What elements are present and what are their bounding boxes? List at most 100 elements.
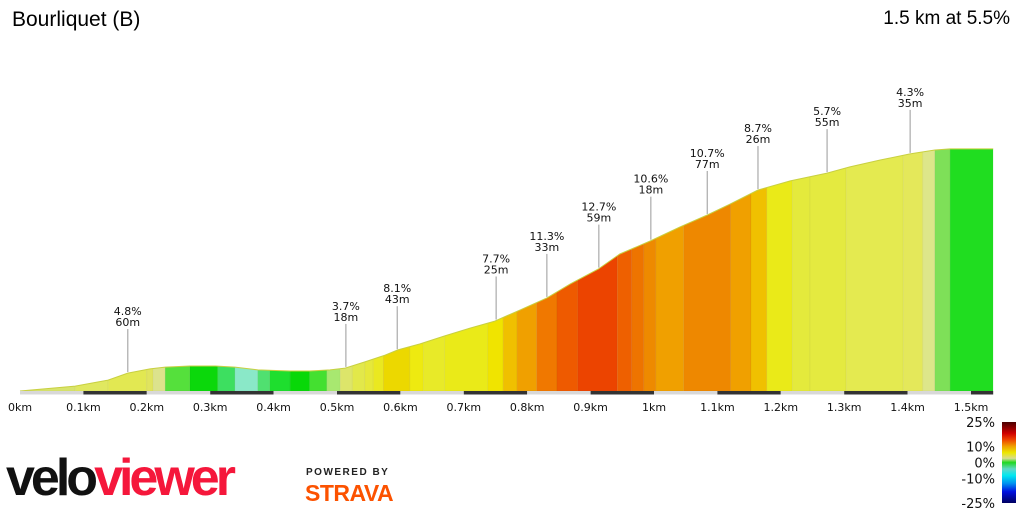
annotation-grade: 4.3% (896, 86, 924, 99)
annotation-grade: 11.3% (529, 230, 564, 243)
annotation-grade: 10.6% (633, 173, 668, 186)
gradient-segment (422, 148, 446, 391)
x-tick-label: 0.5km (320, 401, 355, 414)
distance-bar-segment (590, 391, 654, 395)
distance-bar-segment (210, 391, 274, 395)
x-axis-ticks: 0km 0.1km 0.2km 0.3km 0.4km 0.5km 0.6km 0.7km 0.… (8, 401, 988, 414)
annotation-grade: 10.7% (690, 147, 725, 160)
annotation-length: 59m (586, 212, 611, 225)
legend-label: 10% (966, 440, 995, 455)
gradient-segment (791, 148, 811, 391)
veloviewer-logo: veloviewer (6, 449, 236, 507)
annotation-grade: 8.1% (383, 282, 411, 295)
annotations: 4.8%60m3.7%18m8.1%43m7.7%25m11.3%33m12.7… (114, 86, 924, 373)
gradient-segment (902, 148, 924, 391)
x-tick-label: 0km (8, 401, 32, 414)
gradient-segment (257, 148, 271, 391)
gradient-segment (922, 148, 936, 391)
annotation-length: 18m (334, 311, 359, 324)
gradient-segment (74, 148, 109, 391)
gradient-segment (845, 148, 904, 391)
distance-bar-segment (780, 391, 845, 395)
x-tick-label: 1.1km (700, 401, 735, 414)
gradient-segment (351, 148, 366, 391)
distance-bar-segment (337, 391, 401, 395)
legend-label: -10% (961, 473, 995, 488)
grade-annotation: 10.6%18m (633, 173, 668, 240)
x-tick-label: 0.8km (510, 401, 545, 414)
x-tick-label: 0.4km (256, 401, 291, 414)
gradient-segment (683, 148, 732, 391)
gradient-segment (949, 148, 994, 391)
gradient-segment (444, 148, 489, 391)
annotation-length: 60m (115, 316, 140, 329)
annotation-grade: 3.7% (332, 300, 360, 313)
gradient-segment (577, 148, 618, 391)
gradient-segment (409, 148, 424, 391)
annotation-grade: 7.7% (482, 253, 510, 266)
gradient-segment (502, 148, 518, 391)
annotation-length: 35m (898, 97, 923, 110)
gradient-segment (217, 148, 236, 391)
x-tick-label: 0.2km (130, 401, 165, 414)
legend-label: 25% (966, 416, 995, 431)
gradient-segment (809, 148, 847, 391)
grade-annotation: 12.7%59m (581, 201, 616, 268)
annotation-grade: 4.8% (114, 305, 142, 318)
x-tick-label: 0.7km (447, 401, 482, 414)
gradient-segment (655, 148, 685, 391)
grade-annotation: 8.7%26m (744, 122, 772, 190)
annotation-length: 26m (746, 133, 771, 146)
x-tick-label: 0.9km (573, 401, 608, 414)
strava-logo: STRAVA (305, 480, 394, 506)
x-tick-label: 0.6km (383, 401, 418, 414)
distance-bar-segment (146, 391, 211, 395)
annotation-length: 33m (534, 241, 559, 254)
distance-bar-segment (971, 391, 994, 395)
gradient-segment (631, 148, 645, 391)
distance-bar-segment (83, 391, 147, 395)
gradient-segment (164, 148, 191, 391)
climb-summary: 1.5 km at 5.5% (883, 8, 1010, 29)
legend-label: -25% (961, 497, 995, 512)
gradient-segment (189, 148, 219, 391)
distance-bar-segment (463, 391, 528, 395)
grade-annotation: 11.3%33m (529, 230, 564, 297)
profile-outline (19, 148, 994, 392)
distance-bar-segment (20, 391, 84, 395)
gradient-segment (643, 148, 657, 391)
gradient-segments (20, 148, 994, 391)
logo-viewer: viewer (94, 449, 236, 507)
gradient-segment (20, 148, 76, 391)
powered-by-label: POWERED BY (306, 467, 390, 478)
gradient-segment (269, 148, 291, 391)
x-tick-label: 0.3km (193, 401, 228, 414)
legend-color-bar (1002, 422, 1016, 503)
annotation-grade: 12.7% (581, 201, 616, 214)
distance-bar-segment (717, 391, 781, 395)
gradient-segment (364, 148, 374, 391)
distance-bar-segment (400, 391, 464, 395)
annotation-length: 25m (484, 264, 509, 277)
grade-annotation: 4.3%35m (896, 86, 924, 153)
x-tick-label: 1.5km (954, 401, 989, 414)
x-tick-label: 0.1km (66, 401, 101, 414)
gradient-segment (616, 148, 633, 391)
gradient-segment (766, 148, 793, 391)
gradient-segment (556, 148, 579, 391)
distance-bar-segment (844, 391, 908, 395)
annotation-grade: 8.7% (744, 122, 772, 135)
distance-bar-segment (527, 391, 591, 395)
grade-annotation: 10.7%77m (690, 147, 725, 214)
grade-annotation: 3.7%18m (332, 300, 360, 367)
grade-annotation: 7.7%25m (482, 253, 510, 320)
gradient-segment (234, 148, 259, 391)
distance-bar-segment (273, 391, 337, 395)
legend-label: 0% (974, 457, 995, 472)
gradient-segment (487, 148, 504, 391)
gradient-segment (372, 148, 384, 391)
gradient-segment (326, 148, 341, 391)
x-tick-label: 1.3km (827, 401, 862, 414)
annotation-length: 55m (815, 116, 840, 129)
